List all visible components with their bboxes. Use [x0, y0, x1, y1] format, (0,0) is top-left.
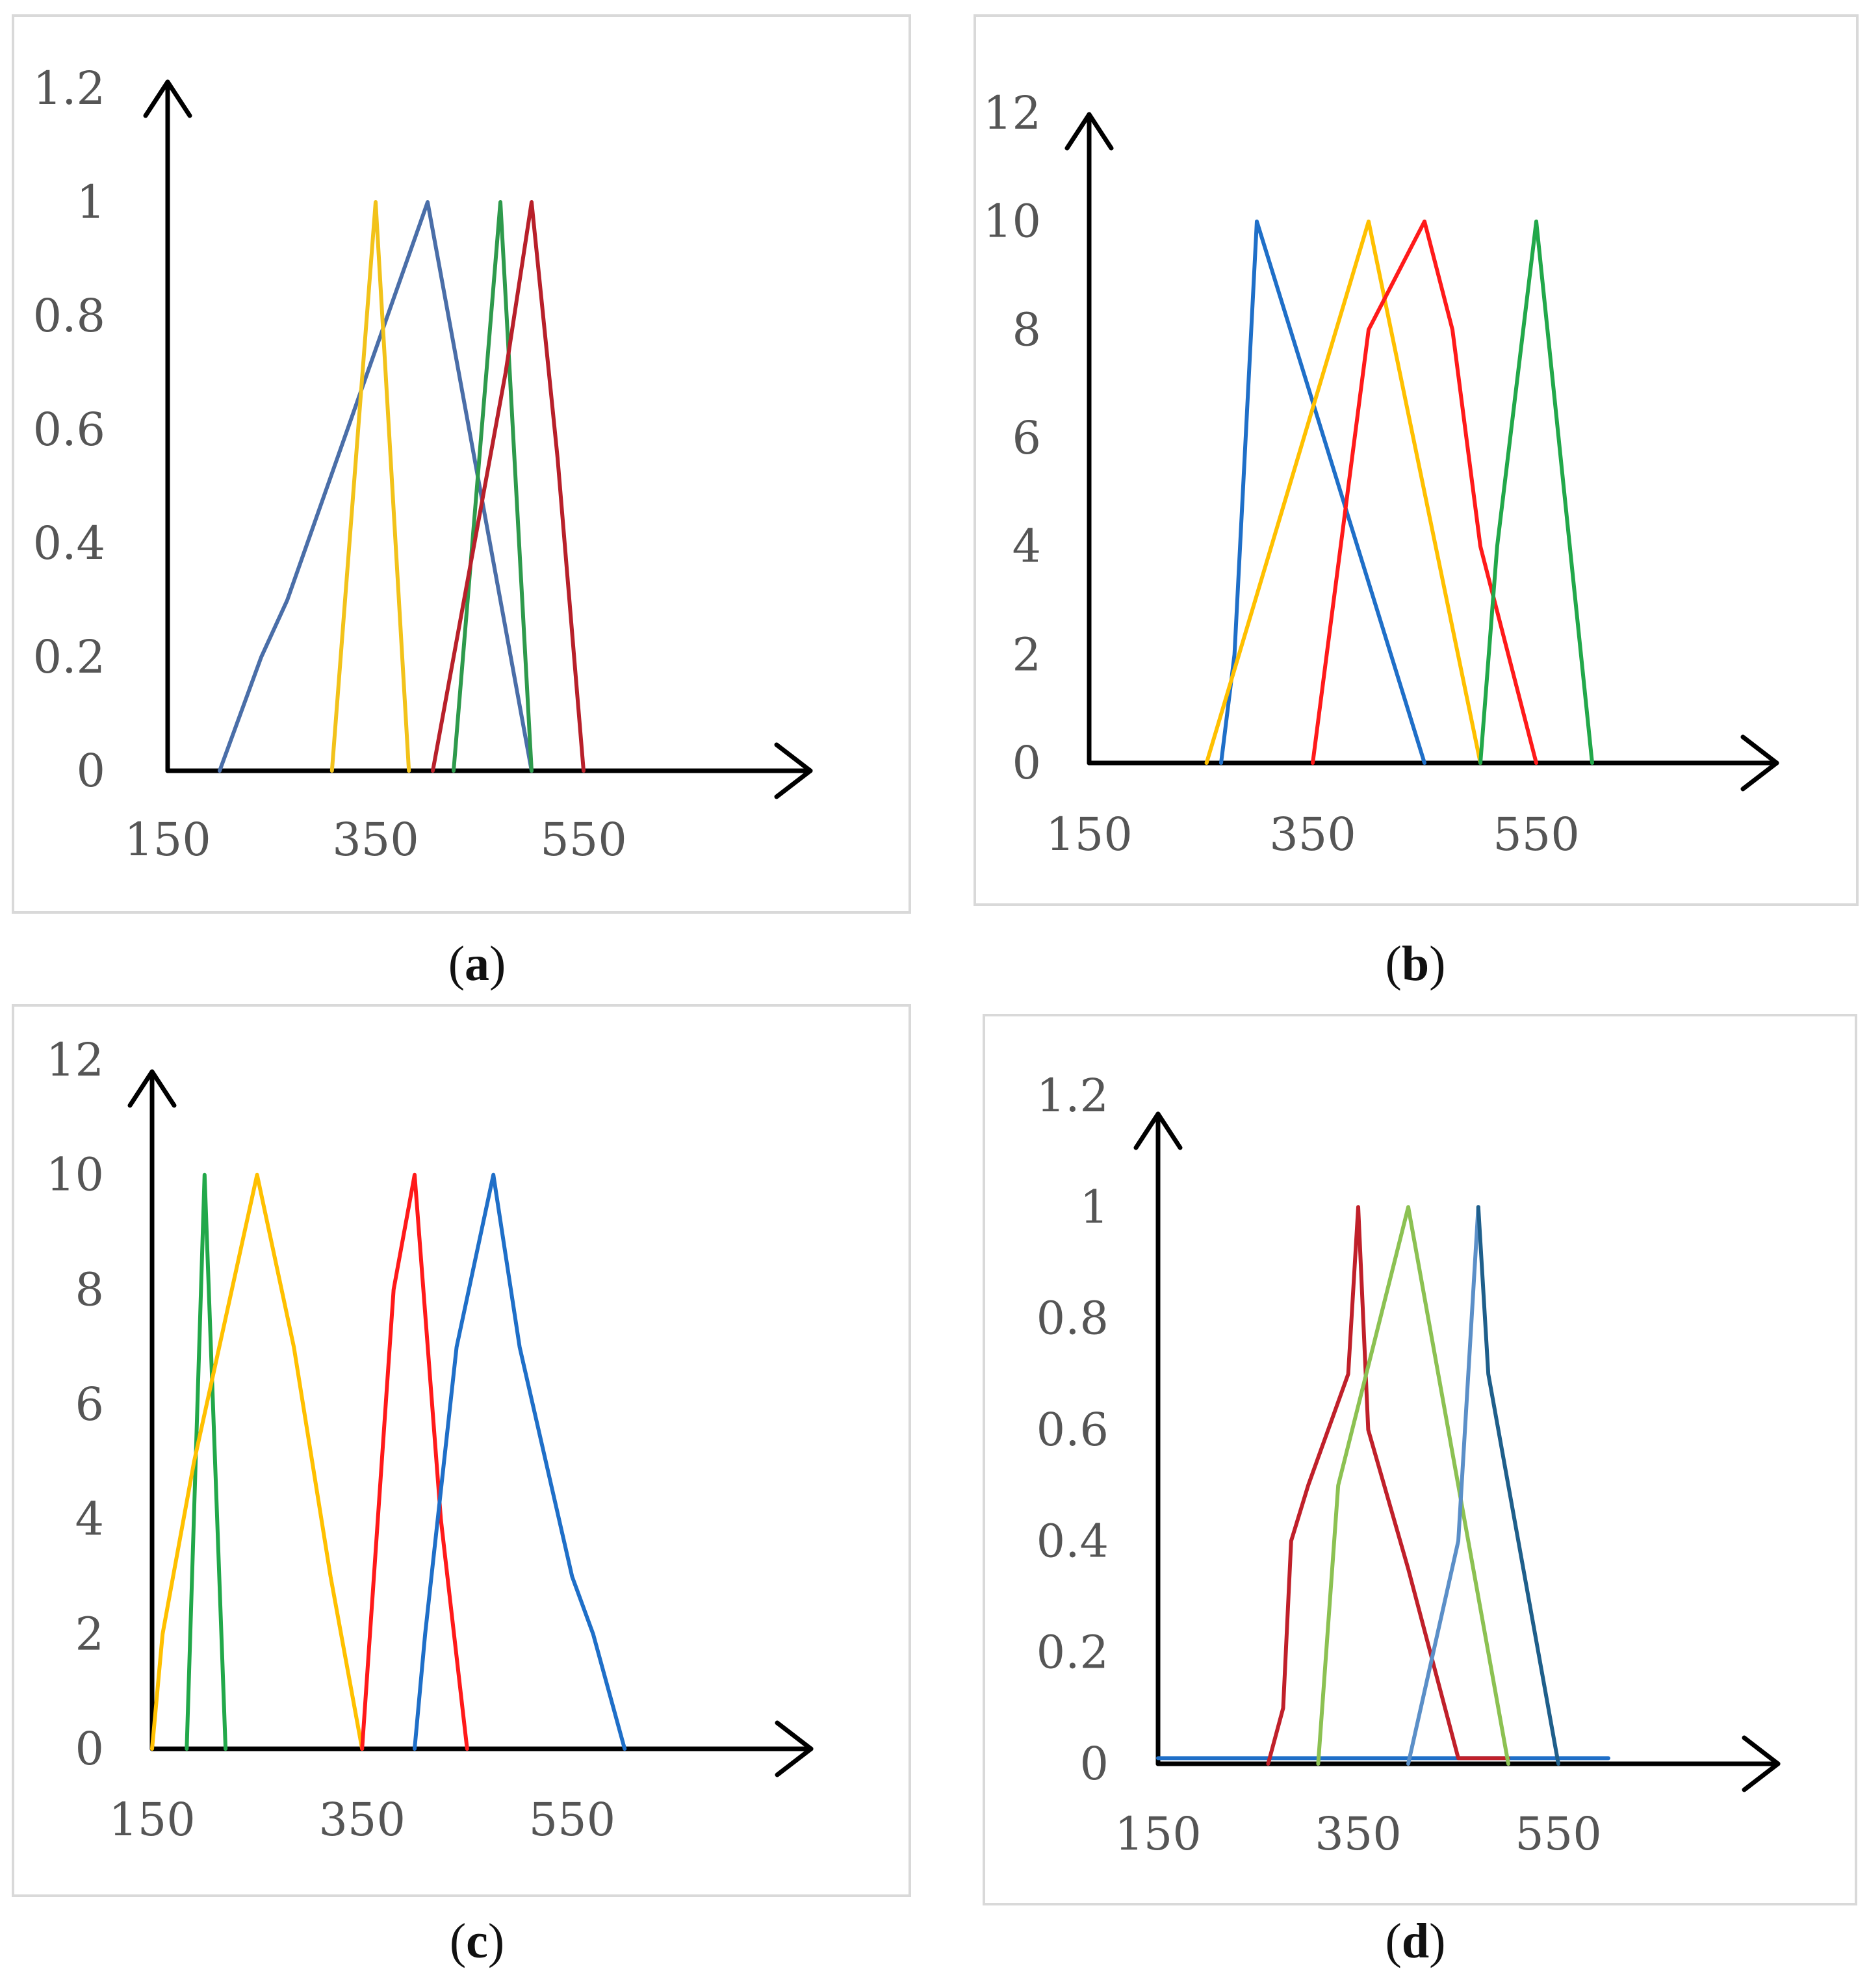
series-line-green — [1478, 219, 1594, 765]
y-tick-label: 0.6 — [33, 403, 105, 456]
caption-a: (a) — [448, 936, 506, 991]
y-tick-label: 2 — [75, 1607, 104, 1660]
y-tick-label: 6 — [1012, 411, 1041, 465]
y-axis-arrow-icon — [127, 1069, 177, 1108]
x-tick-label: 350 — [318, 1793, 406, 1846]
caption-d: (d) — [1385, 1914, 1446, 1969]
caption-a-letter: a — [465, 936, 489, 991]
chart-panel-b: 0 2 4 6 8 10 12 150 350 550 — [973, 14, 1859, 906]
x-tick-label: 550 — [1493, 808, 1580, 861]
series-line-red — [1311, 219, 1538, 765]
y-tick-label: 0 — [75, 1722, 104, 1775]
x-axis-arrow-icon — [1740, 734, 1779, 792]
chart-d: 0 0.2 0.4 0.6 0.8 1 1.2 150 350 550 — [1037, 1069, 1781, 1861]
series-line-blue — [1219, 219, 1426, 765]
y-tick-label: 0.4 — [33, 517, 105, 570]
chart-b: 0 2 4 6 8 10 12 150 350 550 — [983, 86, 1779, 861]
x-tick-label: 550 — [540, 813, 627, 866]
y-tick-label: 1 — [76, 175, 105, 229]
y-axis-arrow-icon — [1133, 1111, 1183, 1150]
y-tick-label: 6 — [75, 1378, 104, 1431]
x-tick-label: 550 — [1515, 1807, 1602, 1861]
y-tick-label: 0 — [76, 744, 105, 797]
chart-panel-d: 0 0.2 0.4 0.6 0.8 1 1.2 150 350 550 — [983, 1014, 1857, 1905]
y-tick-label: 8 — [75, 1263, 104, 1316]
y-tick-label: 10 — [46, 1148, 104, 1202]
x-tick-label: 150 — [1115, 1807, 1202, 1861]
x-tick-label: 350 — [1315, 1807, 1402, 1861]
caption-c: (c) — [449, 1914, 505, 1969]
y-tick-label: 8 — [1012, 303, 1041, 356]
x-tick-label: 150 — [109, 1793, 196, 1846]
y-tick-label: 0.8 — [1037, 1292, 1109, 1345]
x-axis-arrow-icon — [1742, 1735, 1781, 1792]
y-tick-label: 1.2 — [1037, 1069, 1109, 1122]
series-line-blue — [218, 200, 534, 773]
series-line-blue — [1406, 1205, 1480, 1766]
y-tick-label: 0 — [1079, 1737, 1109, 1790]
x-tick-label: 150 — [124, 813, 211, 866]
y-tick-label: 10 — [983, 195, 1041, 248]
chart-panel-a: 0 0.2 0.4 0.6 0.8 1 1.2 150 350 550 — [12, 14, 911, 914]
caption-b: (b) — [1385, 936, 1446, 991]
axes-a — [143, 79, 813, 799]
series-line-green — [185, 1172, 228, 1751]
x-axis-arrow-icon — [774, 742, 813, 799]
series-line-red — [1266, 1205, 1510, 1766]
series-line-red — [431, 200, 586, 773]
caption-c-letter: c — [466, 1914, 488, 1969]
series-line-yellow — [1204, 219, 1482, 765]
x-tick-label: 550 — [529, 1793, 616, 1846]
y-tick-label: 1.2 — [33, 62, 105, 115]
caption-b-letter: b — [1401, 936, 1430, 991]
y-tick-label: 0.2 — [33, 630, 105, 684]
series-line-light-green — [1316, 1205, 1510, 1766]
chart-panel-c: 0 2 4 6 8 10 12 150 350 550 — [12, 1004, 911, 1897]
series-line-yellow — [150, 1172, 365, 1751]
y-tick-label: 1 — [1079, 1180, 1109, 1233]
y-tick-label: 2 — [1012, 628, 1041, 681]
x-axis-arrow-icon — [775, 1720, 814, 1777]
y-axis-arrow-icon — [143, 79, 192, 118]
y-tick-label: 0.4 — [1037, 1514, 1109, 1568]
axes-b — [1064, 112, 1779, 792]
y-tick-label: 0.2 — [1037, 1626, 1109, 1679]
y-tick-label: 4 — [75, 1493, 104, 1546]
chart-c: 0 2 4 6 8 10 12 150 350 550 — [46, 1033, 814, 1846]
axes-d — [1133, 1111, 1781, 1792]
y-tick-label: 4 — [1012, 520, 1041, 573]
series-line-dark-teal — [1476, 1205, 1560, 1766]
y-tick-label: 0 — [1012, 736, 1041, 790]
y-tick-label: 12 — [983, 86, 1041, 140]
y-tick-label: 12 — [46, 1033, 104, 1087]
x-tick-label: 150 — [1046, 808, 1133, 861]
series-line-blue — [413, 1172, 627, 1751]
x-tick-label: 350 — [1269, 808, 1356, 861]
series-line-red — [360, 1172, 469, 1751]
chart-a: 0 0.2 0.4 0.6 0.8 1 1.2 150 350 550 — [33, 62, 813, 866]
y-tick-label: 0.8 — [33, 289, 105, 342]
series-line-yellow — [329, 200, 411, 773]
x-tick-label: 350 — [332, 813, 419, 866]
y-tick-label: 0.6 — [1037, 1403, 1109, 1456]
caption-d-letter: d — [1401, 1914, 1430, 1969]
axes-c — [127, 1069, 814, 1777]
y-axis-arrow-icon — [1064, 112, 1114, 151]
